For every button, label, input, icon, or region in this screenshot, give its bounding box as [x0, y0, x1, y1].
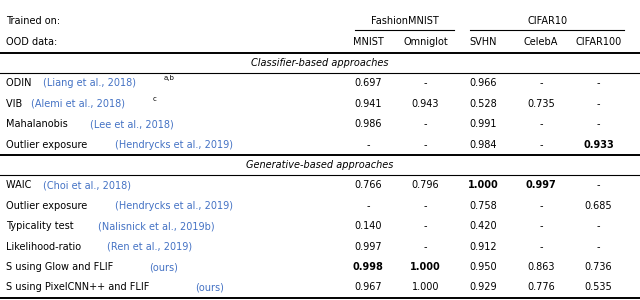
Text: WAIC: WAIC — [6, 180, 35, 190]
Text: -: - — [539, 140, 543, 150]
Text: 0.863: 0.863 — [527, 262, 554, 272]
Text: (Hendrycks et al., 2019): (Hendrycks et al., 2019) — [115, 201, 233, 211]
Text: -: - — [596, 119, 600, 129]
Text: 0.967: 0.967 — [354, 282, 382, 292]
Text: 1.000: 1.000 — [412, 282, 439, 292]
Text: -: - — [424, 140, 428, 150]
Text: MNIST: MNIST — [353, 37, 383, 46]
Text: 0.140: 0.140 — [355, 221, 381, 231]
Text: 0.997: 0.997 — [525, 180, 556, 190]
Text: (Alemi et al., 2018): (Alemi et al., 2018) — [31, 99, 125, 109]
Text: (Liang et al., 2018): (Liang et al., 2018) — [44, 78, 136, 88]
Text: 1.000: 1.000 — [468, 180, 499, 190]
Text: -: - — [424, 242, 428, 252]
Text: 0.535: 0.535 — [584, 282, 612, 292]
Text: 0.986: 0.986 — [355, 119, 381, 129]
Text: c: c — [153, 96, 157, 102]
Text: 0.941: 0.941 — [355, 99, 381, 109]
Text: VIB: VIB — [6, 99, 26, 109]
Text: (Ren et al., 2019): (Ren et al., 2019) — [108, 242, 193, 252]
Text: (ours): (ours) — [149, 262, 178, 272]
Text: CIFAR10: CIFAR10 — [527, 16, 567, 26]
Text: 0.984: 0.984 — [470, 140, 497, 150]
Text: -: - — [366, 140, 370, 150]
Text: Outlier exposure: Outlier exposure — [6, 140, 91, 150]
Text: SVHN: SVHN — [470, 37, 497, 46]
Text: -: - — [539, 119, 543, 129]
Text: 0.997: 0.997 — [354, 242, 382, 252]
Text: CelebA: CelebA — [524, 37, 558, 46]
Text: (ours): (ours) — [195, 282, 224, 292]
Text: 1.000: 1.000 — [410, 262, 441, 272]
Text: -: - — [539, 201, 543, 211]
Text: 0.766: 0.766 — [354, 180, 382, 190]
Text: (Lee et al., 2018): (Lee et al., 2018) — [90, 119, 174, 129]
Text: 0.420: 0.420 — [469, 221, 497, 231]
Text: Generative-based approaches: Generative-based approaches — [246, 160, 394, 170]
Text: Typicality test: Typicality test — [6, 221, 77, 231]
Text: a,b: a,b — [163, 75, 174, 81]
Text: -: - — [366, 201, 370, 211]
Text: Omniglot: Omniglot — [403, 37, 448, 46]
Text: (Hendrycks et al., 2019): (Hendrycks et al., 2019) — [115, 140, 233, 150]
Text: (Choi et al., 2018): (Choi et al., 2018) — [43, 180, 131, 190]
Text: Trained on:: Trained on: — [6, 16, 61, 26]
Text: 0.991: 0.991 — [470, 119, 497, 129]
Text: Outlier exposure: Outlier exposure — [6, 201, 91, 211]
Text: CIFAR100: CIFAR100 — [575, 37, 621, 46]
Text: -: - — [539, 242, 543, 252]
Text: 0.966: 0.966 — [470, 78, 497, 88]
Text: -: - — [596, 78, 600, 88]
Text: -: - — [424, 78, 428, 88]
Text: -: - — [596, 242, 600, 252]
Text: 0.998: 0.998 — [353, 262, 383, 272]
Text: 0.796: 0.796 — [412, 180, 440, 190]
Text: 0.912: 0.912 — [469, 242, 497, 252]
Text: 0.735: 0.735 — [527, 99, 555, 109]
Text: Mahalanobis: Mahalanobis — [6, 119, 71, 129]
Text: Classifier-based approaches: Classifier-based approaches — [252, 58, 388, 68]
Text: ODIN: ODIN — [6, 78, 35, 88]
Text: S using Glow and FLIF: S using Glow and FLIF — [6, 262, 116, 272]
Text: 0.929: 0.929 — [469, 282, 497, 292]
Text: 0.943: 0.943 — [412, 99, 439, 109]
Text: -: - — [596, 180, 600, 190]
Text: 0.933: 0.933 — [583, 140, 614, 150]
Text: FashionMNIST: FashionMNIST — [371, 16, 438, 26]
Text: Likelihood-ratio: Likelihood-ratio — [6, 242, 84, 252]
Text: 0.758: 0.758 — [469, 201, 497, 211]
Text: -: - — [424, 201, 428, 211]
Text: 0.776: 0.776 — [527, 282, 555, 292]
Text: -: - — [596, 221, 600, 231]
Text: -: - — [539, 221, 543, 231]
Text: -: - — [424, 221, 428, 231]
Text: -: - — [424, 119, 428, 129]
Text: -: - — [596, 99, 600, 109]
Text: 0.697: 0.697 — [354, 78, 382, 88]
Text: 0.950: 0.950 — [469, 262, 497, 272]
Text: 0.685: 0.685 — [584, 201, 612, 211]
Text: S using PixelCNN++ and FLIF: S using PixelCNN++ and FLIF — [6, 282, 153, 292]
Text: (Nalisnick et al., 2019b): (Nalisnick et al., 2019b) — [98, 221, 214, 231]
Text: 0.736: 0.736 — [584, 262, 612, 272]
Text: OOD data:: OOD data: — [6, 37, 58, 46]
Text: -: - — [539, 78, 543, 88]
Text: 0.528: 0.528 — [469, 99, 497, 109]
